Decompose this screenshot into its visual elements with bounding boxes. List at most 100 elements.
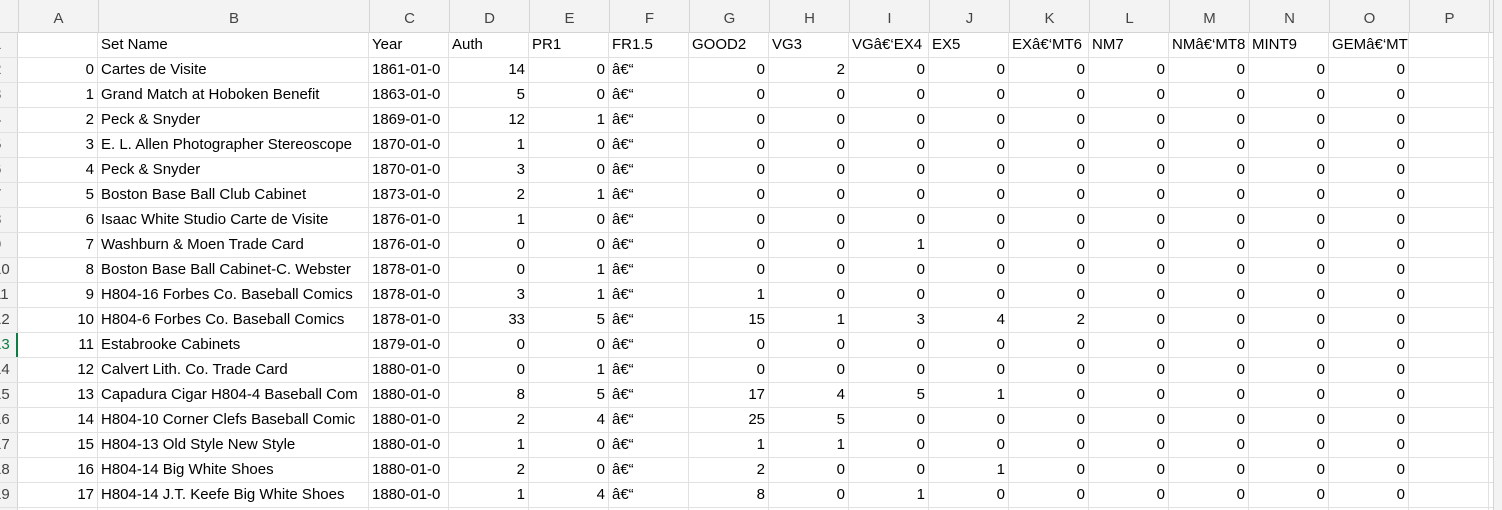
cell-J[interactable]: 0 xyxy=(929,183,1009,207)
cell-D[interactable]: 5 xyxy=(449,83,529,107)
cell-D[interactable]: 1 xyxy=(449,433,529,457)
cell-I[interactable]: 0 xyxy=(849,108,929,132)
cell-D[interactable]: 0 xyxy=(449,333,529,357)
cell-F[interactable]: â€“ xyxy=(609,508,689,510)
cell-H[interactable]: 0 xyxy=(769,258,849,282)
cell-N[interactable]: 0 xyxy=(1249,133,1329,157)
cell-P[interactable] xyxy=(1409,308,1489,332)
cell-B[interactable]: H804-10 Corner Clefs Baseball Comic xyxy=(98,408,369,432)
cell-C[interactable]: 1880-01-0 xyxy=(369,433,449,457)
column-header-E[interactable]: E xyxy=(530,0,610,32)
cell-A[interactable]: 1 xyxy=(18,83,98,107)
cell-M[interactable]: 0 xyxy=(1169,508,1249,510)
cell-F[interactable]: â€“ xyxy=(609,183,689,207)
cell-O[interactable]: 0 xyxy=(1329,258,1409,282)
cell-K[interactable]: 0 xyxy=(1009,258,1089,282)
cell-N[interactable]: 0 xyxy=(1249,83,1329,107)
cell-L[interactable]: 0 xyxy=(1089,283,1169,307)
cell-F[interactable]: â€“ xyxy=(609,133,689,157)
cell-A[interactable]: 15 xyxy=(18,433,98,457)
cell-C[interactable]: 1876-01-0 xyxy=(369,233,449,257)
cell-N[interactable]: 0 xyxy=(1249,283,1329,307)
cell-A[interactable]: 18 xyxy=(18,508,98,510)
header-cell-H[interactable]: VG3 xyxy=(769,33,849,57)
cell-D[interactable]: 1 xyxy=(449,208,529,232)
cell-N[interactable]: 0 xyxy=(1249,333,1329,357)
cell-F[interactable]: â€“ xyxy=(609,333,689,357)
cell-H[interactable]: 5 xyxy=(769,408,849,432)
row-header[interactable]: 1 xyxy=(0,33,18,57)
cell-O[interactable]: 0 xyxy=(1329,308,1409,332)
cell-E[interactable]: 0 xyxy=(529,433,609,457)
cell-C[interactable]: 1880-01-0 xyxy=(369,458,449,482)
cell-L[interactable]: 0 xyxy=(1089,208,1169,232)
cell-F[interactable]: â€“ xyxy=(609,483,689,507)
cell-I[interactable]: 0 xyxy=(849,433,929,457)
cell-M[interactable]: 0 xyxy=(1169,283,1249,307)
row-header[interactable]: 12 xyxy=(0,308,18,332)
cell-L[interactable]: 0 xyxy=(1089,383,1169,407)
cell-B[interactable]: Calvert Lith. Co. Trade Card xyxy=(98,358,369,382)
cell-B[interactable]: Boston Base Ball Cabinet-C. Webster xyxy=(98,258,369,282)
cell-M[interactable]: 0 xyxy=(1169,233,1249,257)
cell-L[interactable]: 0 xyxy=(1089,233,1169,257)
header-cell-B[interactable]: Set Name xyxy=(98,33,369,57)
cell-C[interactable]: 1880-01-0 xyxy=(369,383,449,407)
header-cell-D[interactable]: Auth xyxy=(449,33,529,57)
cell-E[interactable]: 0 xyxy=(529,208,609,232)
cell-D[interactable]: 1 xyxy=(449,133,529,157)
cell-J[interactable]: 0 xyxy=(929,58,1009,82)
cell-P[interactable] xyxy=(1409,508,1489,510)
cell-I[interactable]: 0 xyxy=(849,258,929,282)
cell-J[interactable]: 0 xyxy=(929,108,1009,132)
cell-K[interactable]: 0 xyxy=(1009,358,1089,382)
cell-L[interactable]: 0 xyxy=(1089,433,1169,457)
cell-O[interactable]: 0 xyxy=(1329,433,1409,457)
cell-E[interactable]: 0 xyxy=(529,133,609,157)
cell-H[interactable]: 0 xyxy=(769,283,849,307)
cell-G[interactable]: 0 xyxy=(689,208,769,232)
row-header[interactable]: 4 xyxy=(0,108,18,132)
cell-N[interactable]: 0 xyxy=(1249,208,1329,232)
cell-A[interactable]: 14 xyxy=(18,408,98,432)
cell-P[interactable] xyxy=(1409,58,1489,82)
cell-P[interactable] xyxy=(1409,258,1489,282)
cell-D[interactable]: 2 xyxy=(449,183,529,207)
cell-J[interactable]: 0 xyxy=(929,258,1009,282)
cell-G[interactable]: 0 xyxy=(689,358,769,382)
cell-I[interactable]: 0 xyxy=(849,458,929,482)
column-header-F[interactable]: F xyxy=(610,0,690,32)
cell-C[interactable]: 1880-01-0 xyxy=(369,483,449,507)
cell-L[interactable]: 0 xyxy=(1089,183,1169,207)
cell-P[interactable] xyxy=(1409,158,1489,182)
cell-G[interactable]: 0 xyxy=(689,108,769,132)
cell-N[interactable]: 0 xyxy=(1249,433,1329,457)
cell-A[interactable]: 9 xyxy=(18,283,98,307)
column-header-O[interactable]: O xyxy=(1330,0,1410,32)
cell-P[interactable] xyxy=(1409,83,1489,107)
cell-K[interactable]: 0 xyxy=(1009,183,1089,207)
cell-O[interactable]: 0 xyxy=(1329,408,1409,432)
cell-E[interactable]: 0 xyxy=(529,58,609,82)
cell-A[interactable]: 7 xyxy=(18,233,98,257)
row-header[interactable]: 16 xyxy=(0,408,18,432)
cell-M[interactable]: 0 xyxy=(1169,208,1249,232)
cell-K[interactable]: 0 xyxy=(1009,208,1089,232)
cell-P[interactable] xyxy=(1409,383,1489,407)
cell-E[interactable]: 1 xyxy=(529,108,609,132)
cell-G[interactable]: 0 xyxy=(689,258,769,282)
cell-E[interactable]: 0 xyxy=(529,458,609,482)
cell-J[interactable]: 0 xyxy=(929,333,1009,357)
cell-A[interactable]: 12 xyxy=(18,358,98,382)
cell-K[interactable]: 0 xyxy=(1009,233,1089,257)
cell-P[interactable] xyxy=(1409,183,1489,207)
cell-K[interactable]: 0 xyxy=(1009,483,1089,507)
cell-K[interactable]: 0 xyxy=(1009,333,1089,357)
cell-P[interactable] xyxy=(1409,133,1489,157)
row-header[interactable]: 14 xyxy=(0,358,18,382)
cell-C[interactable]: 1873-01-0 xyxy=(369,183,449,207)
cell-M[interactable]: 0 xyxy=(1169,183,1249,207)
cell-E[interactable]: 1 xyxy=(529,358,609,382)
cell-N[interactable]: 0 xyxy=(1249,483,1329,507)
